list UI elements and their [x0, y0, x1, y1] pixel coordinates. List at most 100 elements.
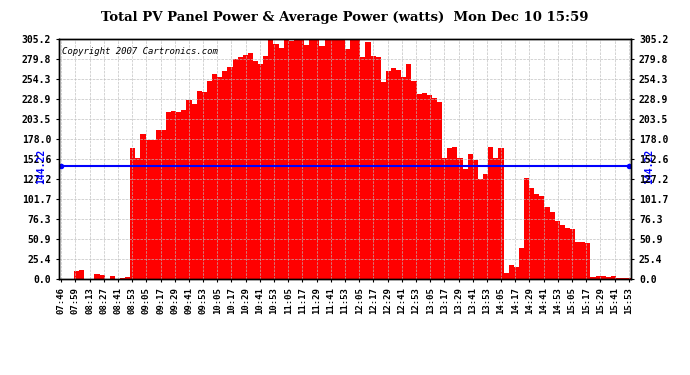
Bar [437, 102, 442, 279]
Bar [560, 225, 565, 279]
Bar [222, 72, 228, 279]
Bar [386, 71, 391, 279]
Bar [427, 95, 432, 279]
Bar [150, 140, 156, 279]
Bar [258, 64, 263, 279]
Bar [570, 229, 575, 279]
Bar [212, 74, 217, 279]
Bar [402, 76, 406, 279]
Bar [591, 277, 595, 279]
Bar [555, 221, 560, 279]
Bar [176, 112, 181, 279]
Bar [233, 59, 237, 279]
Bar [580, 242, 585, 279]
Bar [565, 228, 570, 279]
Bar [355, 39, 360, 279]
Text: 144.22: 144.22 [36, 148, 46, 184]
Bar [335, 39, 340, 279]
Bar [606, 277, 611, 279]
Bar [549, 212, 555, 279]
Bar [493, 158, 498, 279]
Text: Total PV Panel Power & Average Power (watts)  Mon Dec 10 15:59: Total PV Panel Power & Average Power (wa… [101, 11, 589, 24]
Bar [273, 44, 279, 279]
Bar [130, 148, 135, 279]
Bar [146, 140, 150, 279]
Bar [524, 178, 529, 279]
Bar [519, 248, 524, 279]
Bar [375, 57, 381, 279]
Bar [406, 64, 411, 279]
Bar [319, 46, 324, 279]
Bar [268, 39, 273, 279]
Bar [616, 278, 621, 279]
Bar [478, 179, 483, 279]
Bar [442, 159, 447, 279]
Bar [161, 129, 166, 279]
Bar [366, 42, 371, 279]
Bar [601, 276, 606, 279]
Bar [228, 67, 233, 279]
Bar [396, 70, 402, 279]
Bar [309, 39, 315, 279]
Bar [181, 110, 186, 279]
Bar [304, 45, 309, 279]
Bar [99, 275, 105, 279]
Bar [417, 94, 422, 279]
Bar [74, 271, 79, 279]
Bar [330, 39, 335, 279]
Bar [141, 134, 146, 279]
Bar [350, 40, 355, 279]
Bar [279, 48, 284, 279]
Bar [166, 112, 171, 279]
Bar [462, 168, 468, 279]
Bar [248, 53, 253, 279]
Bar [483, 174, 489, 279]
Bar [575, 242, 580, 279]
Bar [171, 111, 176, 279]
Bar [422, 93, 427, 279]
Bar [315, 39, 319, 279]
Bar [468, 154, 473, 279]
Bar [324, 39, 330, 279]
Bar [135, 158, 141, 279]
Bar [595, 276, 601, 279]
Bar [473, 160, 478, 279]
Bar [217, 77, 222, 279]
Bar [529, 188, 534, 279]
Bar [95, 274, 99, 279]
Bar [192, 104, 197, 279]
Text: 144.22: 144.22 [644, 148, 654, 184]
Bar [627, 278, 631, 279]
Bar [621, 278, 627, 279]
Text: Copyright 2007 Cartronics.com: Copyright 2007 Cartronics.com [61, 46, 217, 56]
Bar [110, 276, 115, 279]
Bar [243, 56, 248, 279]
Bar [534, 194, 540, 279]
Bar [504, 273, 509, 279]
Bar [457, 159, 462, 279]
Bar [544, 207, 549, 279]
Bar [207, 81, 212, 279]
Bar [288, 40, 294, 279]
Bar [509, 265, 514, 279]
Bar [299, 39, 304, 279]
Bar [197, 91, 202, 279]
Bar [253, 61, 258, 279]
Bar [371, 56, 375, 279]
Bar [125, 277, 130, 279]
Bar [202, 93, 207, 279]
Bar [540, 196, 544, 279]
Bar [489, 147, 493, 279]
Bar [294, 39, 299, 279]
Bar [340, 39, 345, 279]
Bar [263, 56, 268, 279]
Bar [498, 148, 504, 279]
Bar [345, 50, 350, 279]
Bar [381, 82, 386, 279]
Bar [447, 148, 453, 279]
Bar [453, 147, 457, 279]
Bar [237, 57, 243, 279]
Bar [611, 276, 616, 279]
Bar [411, 81, 417, 279]
Bar [391, 68, 396, 279]
